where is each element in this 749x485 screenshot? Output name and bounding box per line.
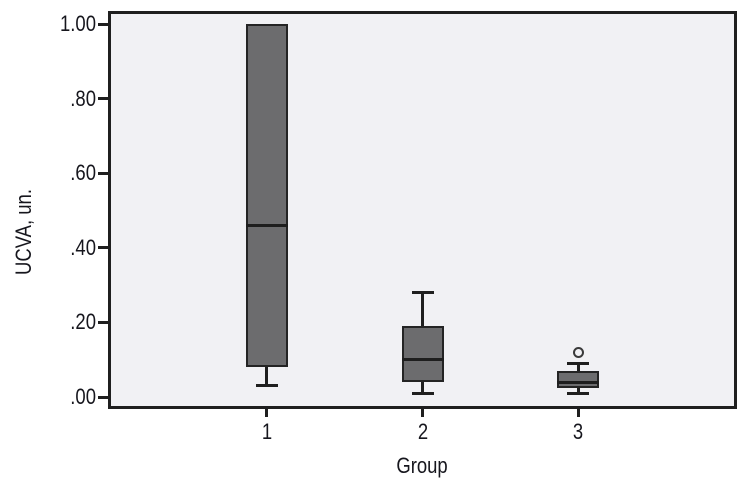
box-group-1 — [245, 24, 288, 368]
y-tick-mark — [98, 246, 110, 250]
median-line — [245, 223, 288, 227]
y-tick-mark — [98, 97, 110, 101]
x-tick-mark — [421, 406, 424, 417]
y-tick-label: .60 — [70, 160, 96, 186]
y-tick-label: .80 — [70, 85, 96, 111]
y-tick-label: 1.00 — [60, 11, 96, 36]
y-tick-label: .00 — [70, 384, 96, 409]
whisker-stem-upper — [421, 292, 424, 327]
y-tick-label: .40 — [70, 234, 96, 260]
plot-area — [108, 11, 737, 409]
whisker-stem-upper — [576, 363, 580, 371]
whisker-cap-upper — [567, 361, 590, 365]
whisker-stem-lower — [421, 382, 424, 394]
median-line — [401, 358, 444, 362]
whisker-cap-lower — [567, 391, 590, 395]
whisker-cap-lower — [255, 384, 278, 388]
y-tick-mark — [98, 22, 110, 26]
whisker-stem-lower — [265, 367, 269, 386]
y-tick-mark — [98, 171, 110, 175]
x-axis-title: Group — [396, 453, 448, 478]
whisker-cap-lower — [411, 391, 434, 395]
x-tick-label: 3 — [573, 419, 584, 444]
x-tick-mark — [576, 406, 580, 417]
y-tick-label: .20 — [70, 309, 96, 335]
x-tick-mark — [265, 406, 269, 417]
y-tick-mark — [98, 395, 110, 399]
y-tick-mark — [98, 320, 110, 324]
outlier-point — [572, 346, 584, 358]
box-group-2 — [401, 326, 444, 383]
x-tick-label: 2 — [417, 419, 428, 444]
whisker-cap-upper — [411, 291, 434, 295]
whisker-stem-lower — [576, 387, 580, 394]
median-line — [557, 380, 600, 384]
x-tick-label: 1 — [261, 419, 272, 444]
box-group-3 — [557, 370, 600, 388]
